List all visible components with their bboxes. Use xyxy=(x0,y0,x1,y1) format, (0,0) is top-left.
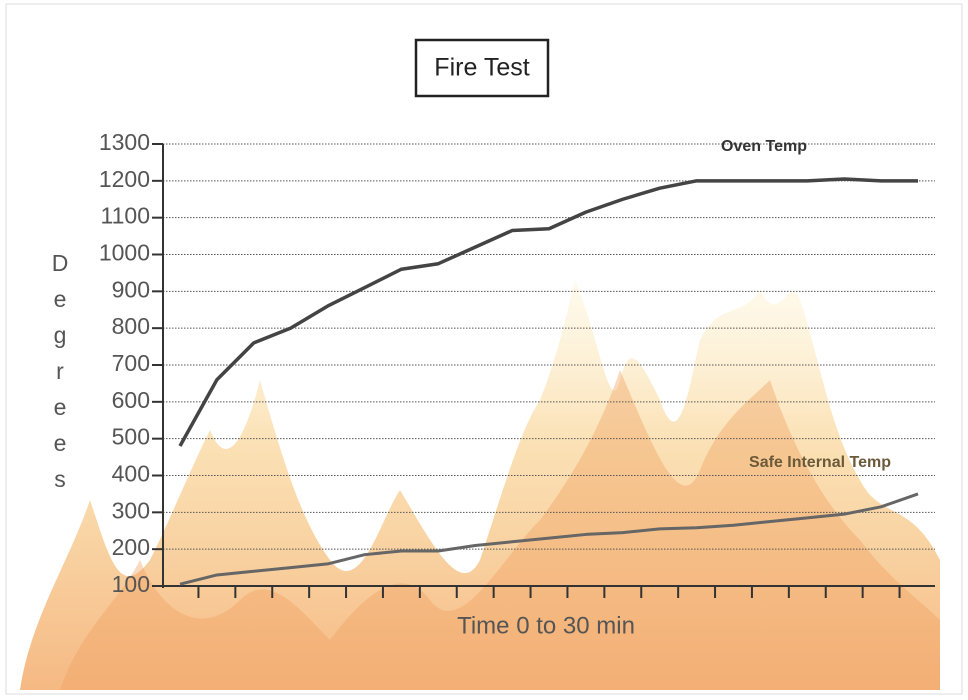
y-tick-label: 1100 xyxy=(101,203,150,229)
chart-title: Fire Test xyxy=(434,54,529,82)
flames xyxy=(20,280,940,690)
x-axis-label: Time 0 to 30 min xyxy=(457,612,635,639)
y-tick-label: 1000 xyxy=(99,240,150,266)
y-tick-label: 1200 xyxy=(99,166,150,192)
y-tick-label: 300 xyxy=(112,497,150,523)
series-label: Safe Internal Temp xyxy=(749,454,891,471)
y-tick-label: 200 xyxy=(112,534,150,560)
y-tick-label: 100 xyxy=(112,571,150,597)
y-axis-label: Degrees xyxy=(47,250,73,502)
y-tick-label: 600 xyxy=(112,387,150,413)
y-tick-label: 500 xyxy=(112,424,150,450)
y-tick-label: 1300 xyxy=(99,129,150,155)
title-box xyxy=(414,38,550,98)
y-tick-label: 700 xyxy=(112,350,150,376)
series-line xyxy=(178,177,918,447)
series-line xyxy=(179,492,919,586)
y-tick-label: 800 xyxy=(112,313,150,339)
series-label: Oven Temp xyxy=(721,138,807,155)
y-tick-label: 400 xyxy=(112,461,150,487)
y-tick-label: 900 xyxy=(112,276,150,302)
